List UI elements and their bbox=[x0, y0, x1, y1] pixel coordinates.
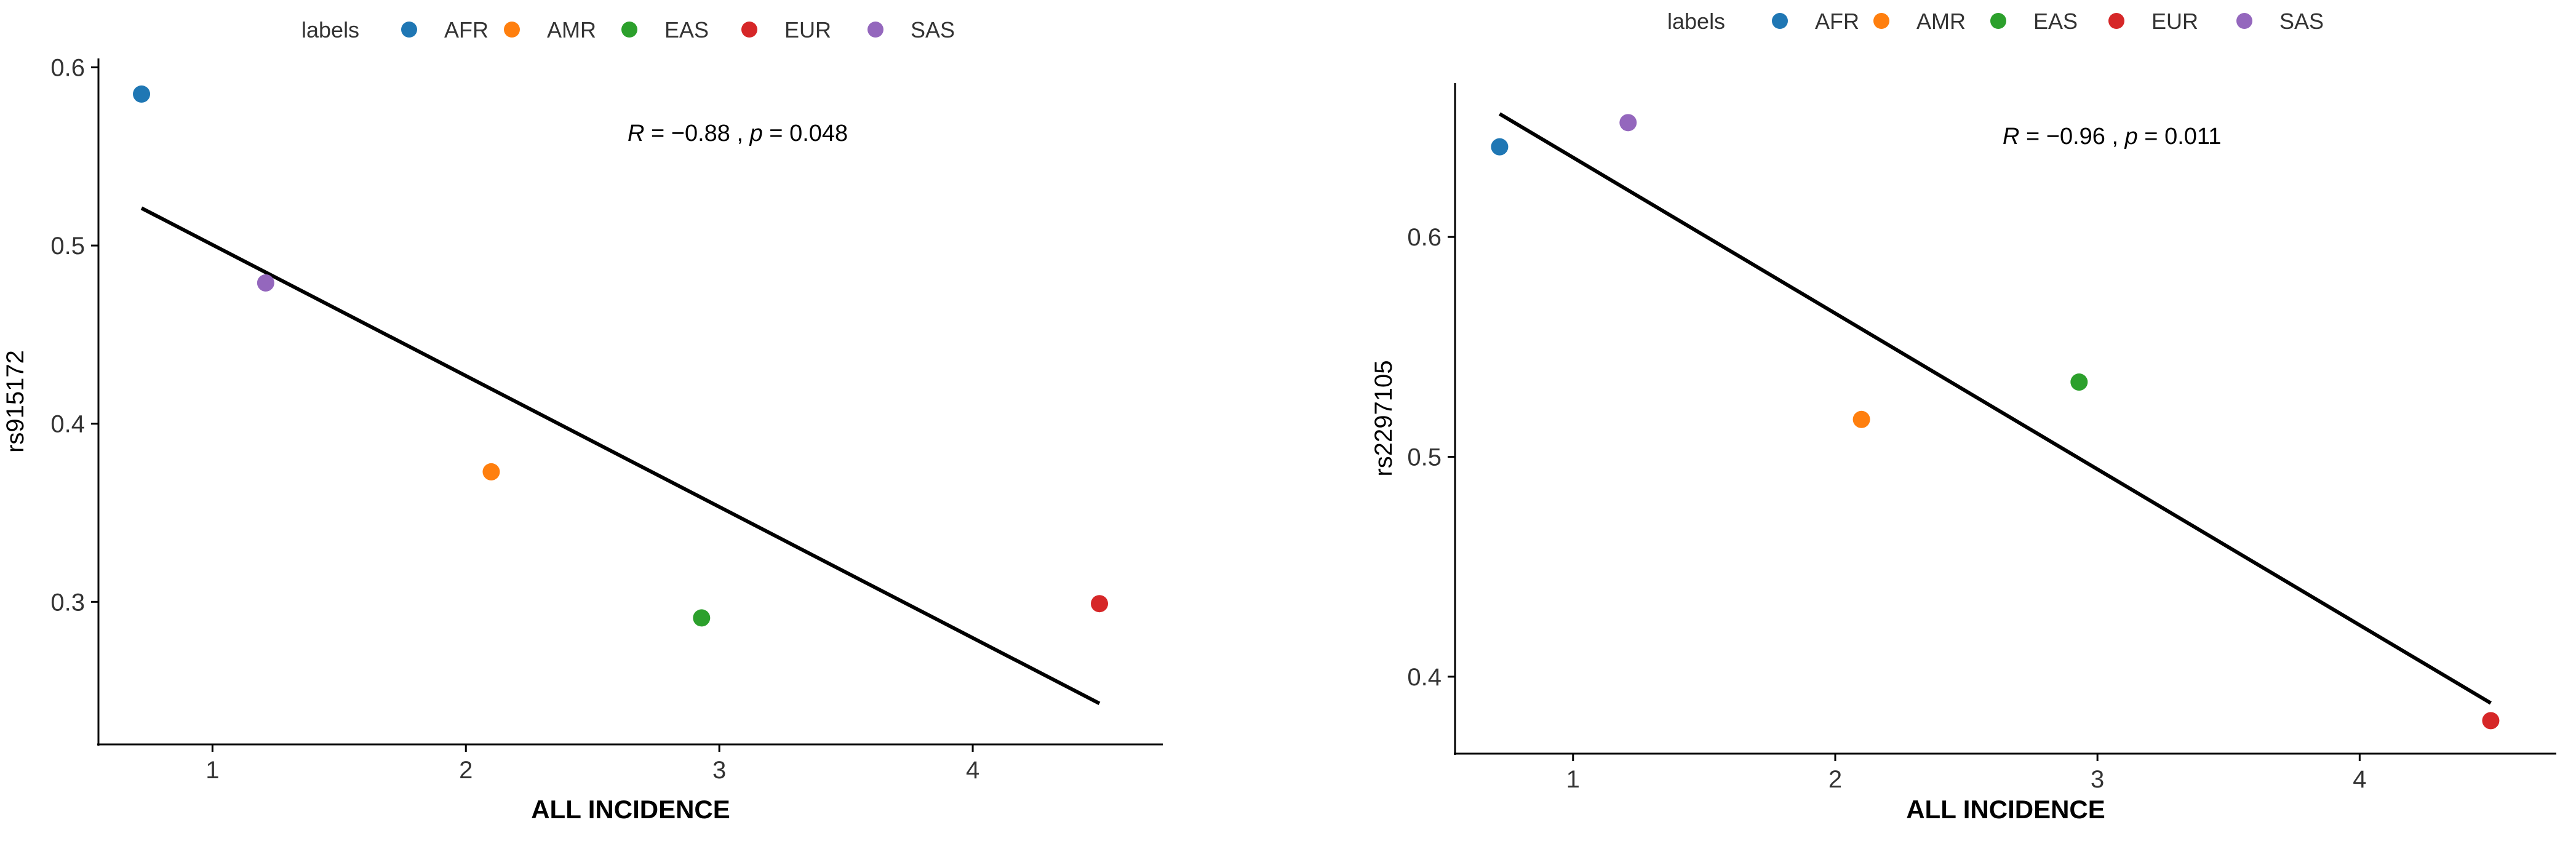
annotation-p-eq: = bbox=[2138, 124, 2164, 149]
regression-line bbox=[1498, 112, 2492, 705]
legend-label-eas: EAS bbox=[664, 17, 709, 42]
legend-marker-amr bbox=[504, 22, 520, 38]
annotation-r-val: −0.96 bbox=[2046, 124, 2105, 149]
data-point-eas bbox=[2070, 373, 2088, 391]
x-tick-label: 2 bbox=[1828, 766, 1842, 793]
x-axis-title: ALL INCIDENCE bbox=[531, 795, 730, 824]
legend-marker-afr bbox=[401, 22, 417, 38]
legend-marker-afr bbox=[1772, 13, 1788, 29]
data-point-afr bbox=[133, 85, 151, 103]
annotation-r-sym: R bbox=[2003, 124, 2019, 149]
annotation-p-eq: = bbox=[763, 121, 789, 146]
data-point-sas bbox=[257, 274, 274, 292]
x-tick-label: 3 bbox=[2091, 766, 2104, 793]
data-point-eur bbox=[1091, 595, 1109, 613]
y-tick-label: 0.3 bbox=[50, 589, 85, 616]
x-tick-label: 3 bbox=[712, 757, 726, 784]
legend-title: labels bbox=[1667, 9, 1725, 34]
legend-marker-amr bbox=[1873, 13, 1889, 29]
legend-label-afr: AFR bbox=[444, 17, 488, 42]
y-tick-label: 0.6 bbox=[1407, 224, 1442, 251]
regression-line bbox=[140, 206, 1101, 706]
legend: labels AFR AMR EAS EUR SAS bbox=[301, 17, 955, 42]
annotation-r-eq: = bbox=[644, 121, 671, 146]
data-point-amr bbox=[482, 463, 500, 480]
legend-label-eur: EUR bbox=[784, 17, 831, 42]
y-tick-label: 0.5 bbox=[50, 233, 85, 260]
data-point-sas bbox=[1619, 114, 1637, 132]
annotation-p-sym: p bbox=[749, 121, 763, 146]
data-point-afr bbox=[1491, 138, 1509, 156]
x-tick-label: 2 bbox=[459, 757, 473, 784]
legend-marker-sas bbox=[867, 22, 883, 38]
legend-label-sas: SAS bbox=[2279, 9, 2324, 34]
annotation-r-sym: R bbox=[628, 121, 644, 146]
legend-marker-eas bbox=[621, 22, 637, 38]
legend-marker-eas bbox=[1990, 13, 2006, 29]
x-tick-label: 1 bbox=[1566, 766, 1580, 793]
annotation-p-val: 0.048 bbox=[789, 121, 848, 146]
legend-label-afr: AFR bbox=[1815, 9, 1859, 34]
x-tick-label: 1 bbox=[205, 757, 219, 784]
y-axis-title: rs2297105 bbox=[1370, 360, 1397, 476]
legend-marker-eur bbox=[741, 22, 757, 38]
annotation-r-val: −0.88 bbox=[671, 121, 730, 146]
annotation-sep: , bbox=[730, 121, 750, 146]
legend-label-eas: EAS bbox=[2033, 9, 2078, 34]
annotation-p-sym: p bbox=[2124, 124, 2138, 149]
legend-label-amr: AMR bbox=[547, 17, 596, 42]
y-axis-title: rs915172 bbox=[2, 350, 29, 453]
data-point-amr bbox=[1852, 410, 1870, 428]
x-axis-title: ALL INCIDENCE bbox=[1906, 795, 2105, 824]
legend-label-sas: SAS bbox=[911, 17, 955, 42]
x-tick-label: 4 bbox=[2353, 766, 2366, 793]
annotation-p-val: 0.011 bbox=[2164, 124, 2221, 149]
data-point-eas bbox=[693, 609, 711, 627]
y-tick-label: 0.4 bbox=[1407, 664, 1442, 691]
x-tick-label: 4 bbox=[966, 757, 979, 784]
annotation-r-eq: = bbox=[2019, 124, 2046, 149]
chart-panel-2: labels AFR AMR EAS EUR SAS 1 2 3 4 0.4 0.5 0.6 ALL IN… bbox=[1370, 9, 2556, 824]
legend: labels AFR AMR EAS EUR SAS bbox=[1667, 9, 2324, 34]
legend-marker-eur bbox=[2108, 13, 2124, 29]
y-tick-label: 0.4 bbox=[50, 411, 85, 438]
correlation-annotation: R = −0.96 , p = 0.011 bbox=[2003, 124, 2221, 149]
correlation-annotation: R = −0.88 , p = 0.048 bbox=[628, 121, 848, 146]
legend-title: labels bbox=[301, 17, 359, 42]
y-tick-label: 0.6 bbox=[50, 54, 85, 81]
data-point-eur bbox=[2482, 712, 2500, 730]
annotation-sep: , bbox=[2105, 124, 2125, 149]
y-tick-label: 0.5 bbox=[1407, 444, 1442, 471]
legend-label-amr: AMR bbox=[1916, 9, 1966, 34]
legend-label-eur: EUR bbox=[2151, 9, 2198, 34]
chart-panel-1: labels AFR AMR EAS EUR SAS 1 2 3 4 0.3 0.4 0.5 0.6 ALL… bbox=[2, 17, 1163, 824]
legend-marker-sas bbox=[2236, 13, 2252, 29]
